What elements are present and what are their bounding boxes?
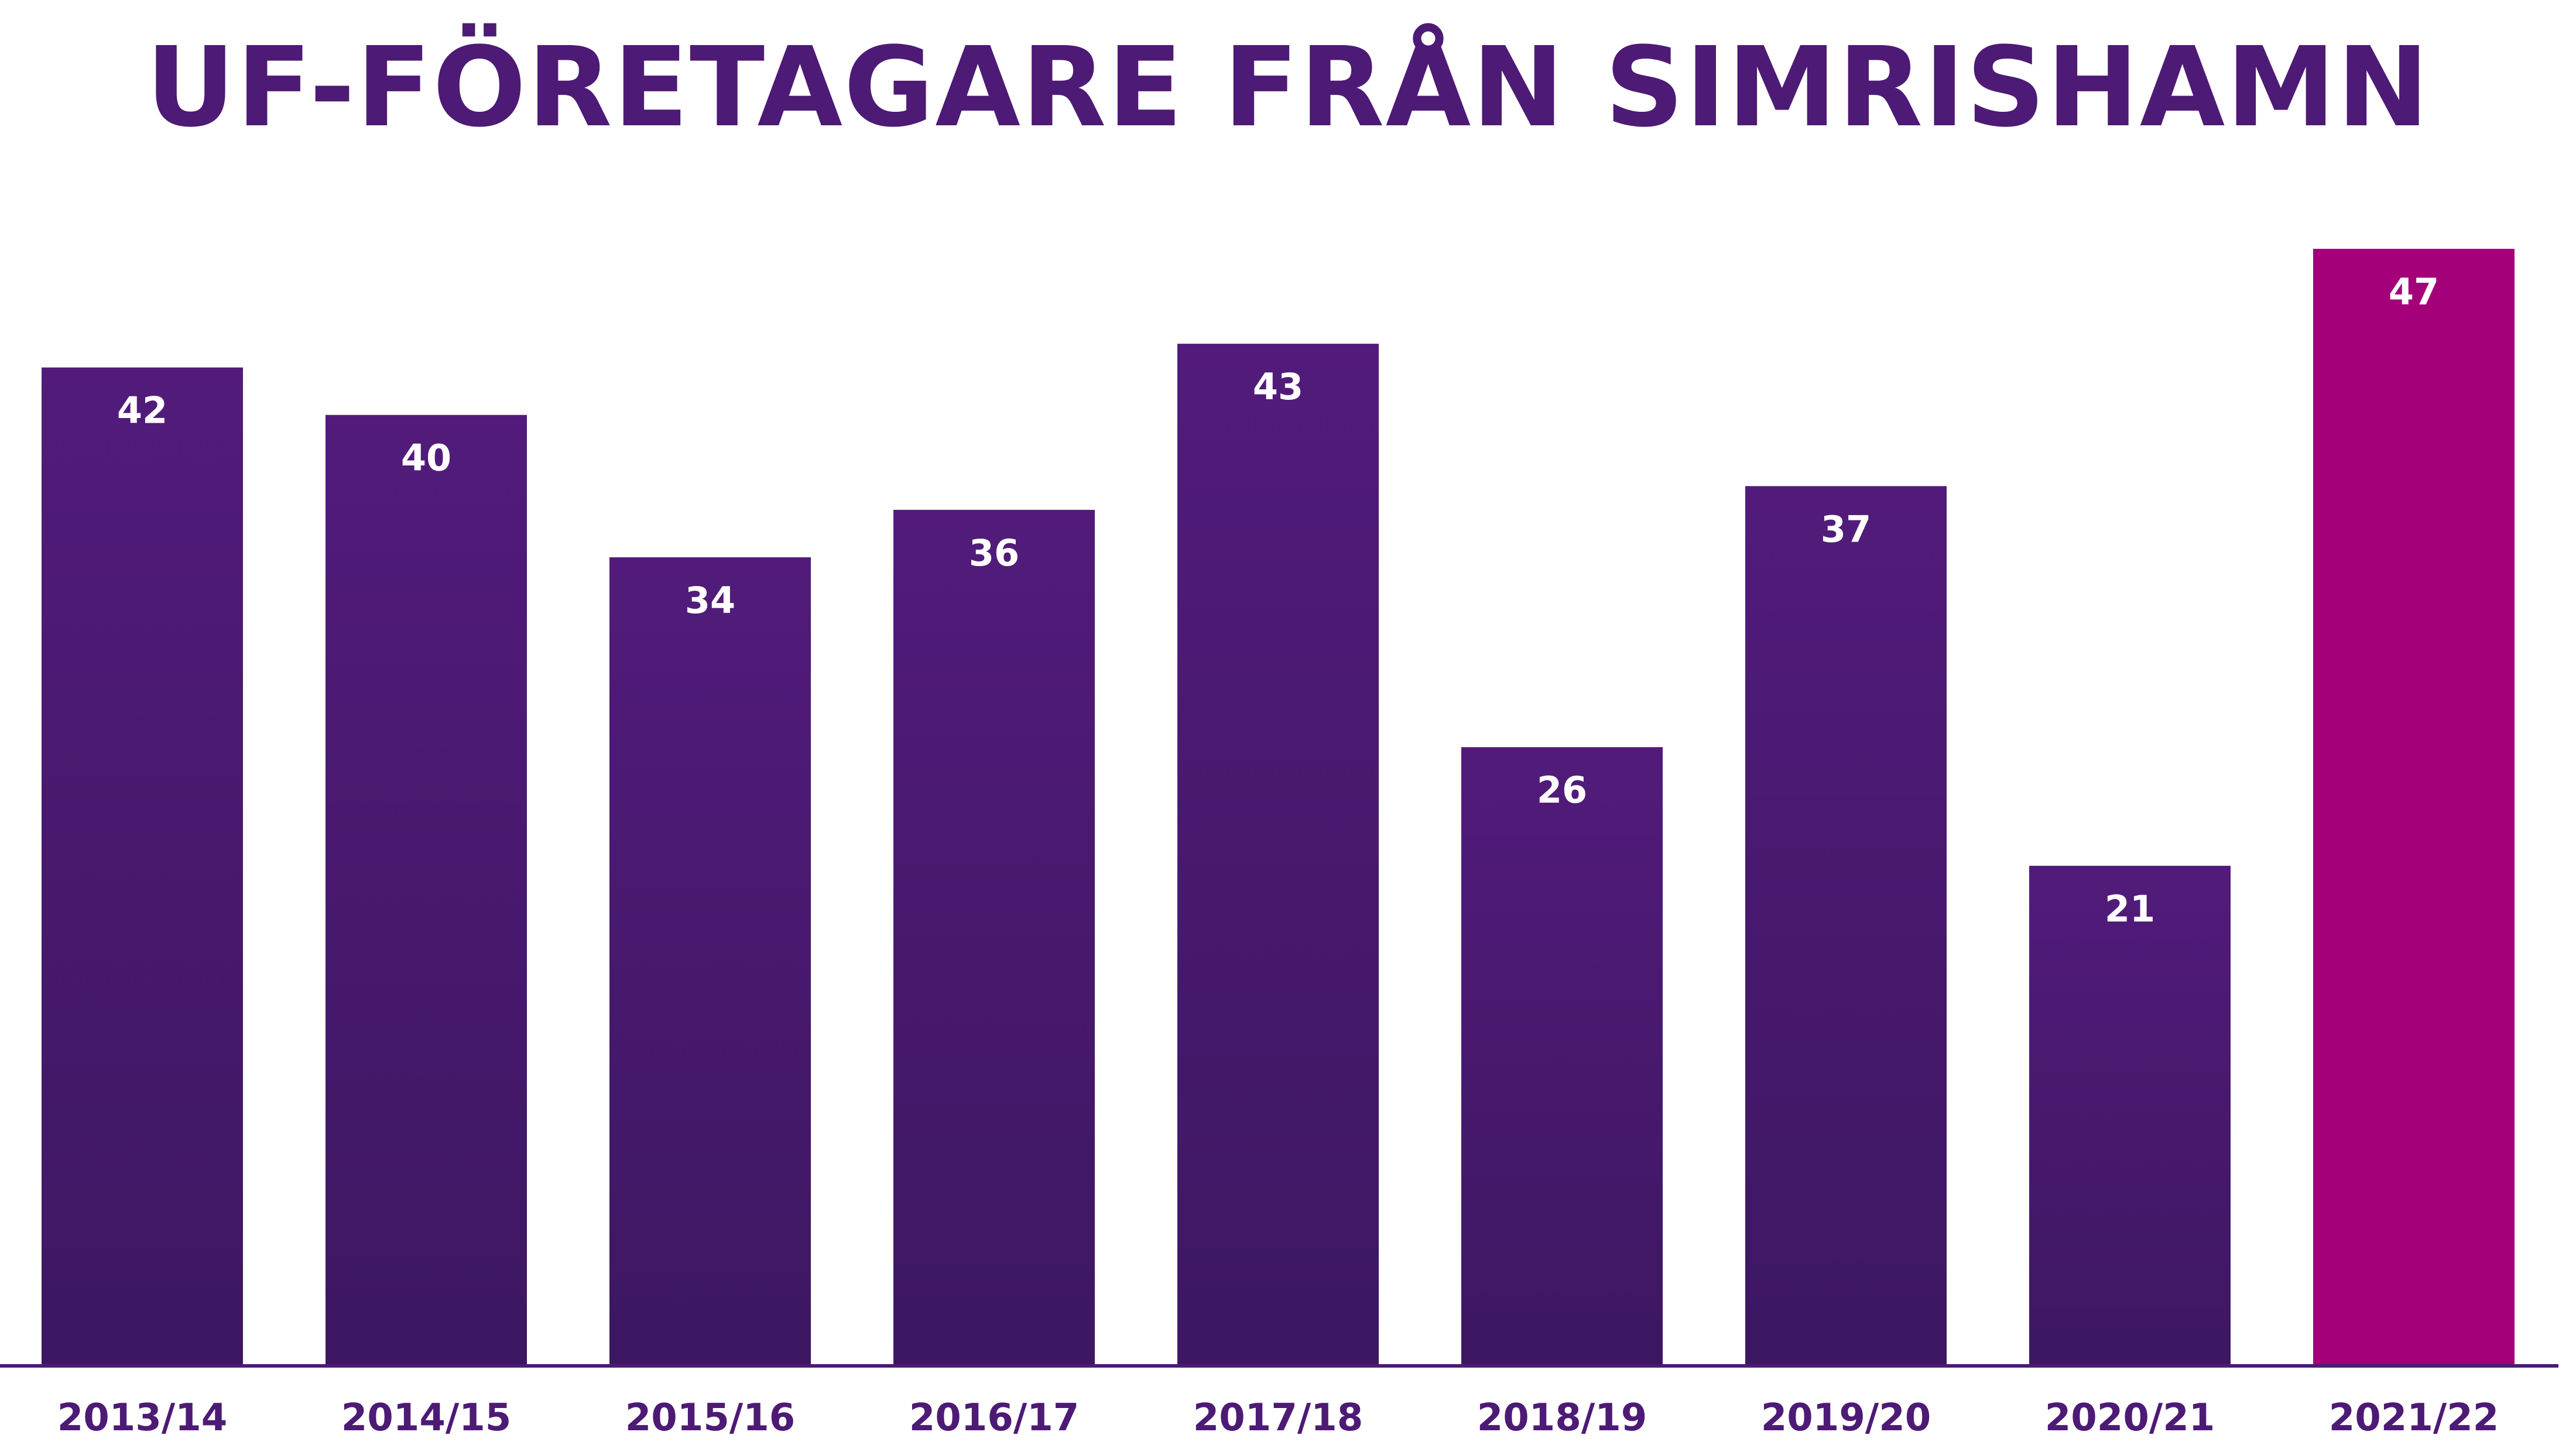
- x-tick-label-2013-14: 2013/14: [57, 1396, 228, 1440]
- x-tick-label-2017-18: 2017/18: [1193, 1396, 1364, 1440]
- x-axis-tick-labels: 2013/14 2014/15 2015/16 2016/17 2017/18 2018/…: [57, 1396, 2499, 1440]
- bar-2018-19: [1461, 747, 1663, 1364]
- data-label-2021-22: 47: [2389, 270, 2439, 313]
- bar-2020-21: [2029, 865, 2231, 1364]
- data-label-2017-18: 43: [1253, 365, 1303, 408]
- data-label-2018-19: 26: [1537, 769, 1587, 811]
- x-tick-label-2019-20: 2019/20: [1761, 1396, 1931, 1440]
- bar-2014-15: [326, 415, 527, 1364]
- bar-2013-14: [42, 367, 243, 1364]
- data-labels-group: 42 40 34 36 43 26 37 21 47: [117, 270, 2439, 930]
- data-label-2016-17: 36: [969, 532, 1019, 574]
- bar-2015-16: [609, 557, 811, 1364]
- bar-2016-17: [893, 509, 1095, 1364]
- data-label-2014-15: 40: [401, 437, 451, 479]
- chart-title: UF-FÖRETAGARE FRÅN SIMRISHAMN: [146, 23, 2430, 152]
- x-tick-label-2015-16: 2015/16: [625, 1396, 796, 1440]
- data-label-2019-20: 37: [1821, 508, 1871, 550]
- bars-group: [42, 249, 2515, 1365]
- bar-2021-22: [2313, 249, 2515, 1364]
- x-tick-label-2014-15: 2014/15: [341, 1396, 512, 1440]
- data-label-2015-16: 34: [685, 579, 735, 622]
- x-tick-label-2020-21: 2020/21: [2045, 1396, 2215, 1440]
- bar-2019-20: [1745, 486, 1947, 1365]
- bar-2017-18: [1177, 344, 1379, 1364]
- x-tick-label-2016-17: 2016/17: [909, 1396, 1080, 1440]
- x-tick-label-2021-22: 2021/22: [2329, 1396, 2499, 1440]
- data-label-2020-21: 21: [2105, 888, 2155, 930]
- data-label-2013-14: 42: [117, 389, 167, 432]
- x-tick-label-2018-19: 2018/19: [1477, 1396, 1647, 1440]
